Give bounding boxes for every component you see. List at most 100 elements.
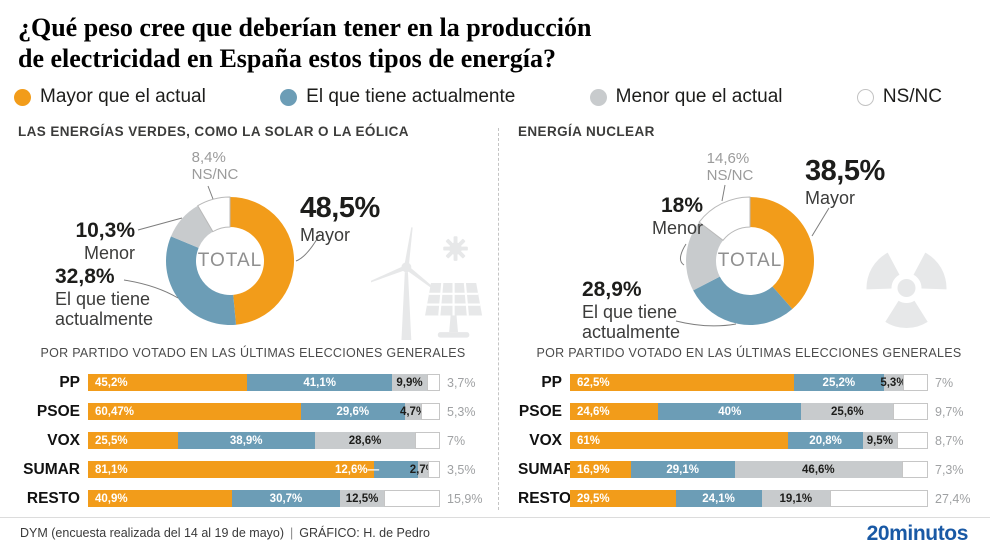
bar-segment-menor: 46,6% bbox=[734, 461, 902, 478]
bars-title-green-energy: POR PARTIDO VOTADO EN LAS ÚLTIMAS ELECCI… bbox=[40, 346, 466, 360]
nsnc-value: 15,9% bbox=[447, 491, 483, 506]
bar-row-sumar: SUMAR 16,9% 29,1% 46,6% 7,3% bbox=[518, 455, 980, 484]
bars-nuclear-energy: PP 62,5% 25,2% 5,3% 7% PSOE 24,6% 40% 25,6% 9,7% V… bbox=[518, 368, 980, 513]
callout-line bbox=[137, 217, 183, 231]
bar-segment-nsnc bbox=[415, 432, 440, 449]
legend-label: NS/NC bbox=[882, 86, 942, 107]
nsnc-value: 3,5% bbox=[447, 462, 476, 477]
segment-value: 12,6%— bbox=[334, 463, 380, 476]
donut-label-value: 48,5% bbox=[300, 192, 380, 224]
footer-separator: | bbox=[290, 526, 294, 540]
segment-value: 9,5% bbox=[866, 434, 893, 447]
stacked-bar: 61% 20,8% 9,5% bbox=[570, 432, 928, 449]
donut-label-text: Menor bbox=[83, 242, 135, 263]
donut-label-nsnc: 14,6% NS/NC bbox=[707, 150, 754, 184]
callout-line bbox=[295, 233, 321, 262]
callout-line bbox=[680, 243, 687, 266]
nsnc-value: 7% bbox=[935, 375, 954, 390]
bar-segment-mayor: 61% bbox=[570, 432, 789, 449]
bar-row-vox: VOX 25,5% 38,9% 28,6% 7% bbox=[18, 426, 488, 455]
segment-value: 40,9% bbox=[95, 492, 128, 505]
donut-label-mayor: 38,5% Mayor bbox=[805, 155, 885, 209]
donut-slice-actual bbox=[693, 276, 793, 325]
bar-segment-menor: 19,1% bbox=[761, 490, 830, 507]
bar-segment-actual: 29,1% bbox=[630, 461, 735, 478]
title-line-1: ¿Qué peso cree que deberían tener en la … bbox=[18, 13, 592, 42]
legend-item-mayor: Mayor que el actual bbox=[14, 86, 206, 108]
segment-value: 38,9% bbox=[229, 434, 263, 447]
donut-label-text: Menor bbox=[651, 217, 703, 238]
panel-nuclear-energy: ENERGÍA NUCLEAR TOTAL 38,5% Mayor 28,9% El qu… bbox=[518, 124, 980, 519]
legend-item-menor: Menor que el actual bbox=[589, 86, 783, 108]
stacked-bar: 45,2% 41,1% 9,9% bbox=[88, 374, 440, 391]
bar-segment-actual: 41,1% bbox=[247, 374, 393, 391]
nsnc-value: 5,3% bbox=[447, 404, 476, 419]
legend-item-actual: El que tiene actualmente bbox=[280, 86, 515, 108]
bar-segment-menor: 4,7% bbox=[400, 403, 426, 420]
bar-row-pp: PP 45,2% 41,1% 9,9% 3,7% bbox=[18, 368, 488, 397]
segment-value: 24,1% bbox=[702, 492, 735, 505]
bar-row-sumar: SUMAR 81,1% 12,6%— 2,7% 3,5% bbox=[18, 455, 488, 484]
donut-slice-mayor bbox=[750, 197, 814, 310]
segment-value: 28,6% bbox=[348, 434, 382, 447]
donut-center-label: TOTAL bbox=[197, 250, 263, 271]
bar-row-resto: RESTO 40,9% 30,7% 12,5% 15,9% bbox=[18, 484, 488, 513]
bar-segment-menor: 9,5% bbox=[862, 432, 897, 449]
bar-segment-menor: 12,5% bbox=[340, 490, 385, 507]
bar-segment-nsnc bbox=[902, 374, 928, 391]
donut-label-text: Mayor bbox=[805, 188, 856, 209]
bar-segment-actual: 25,2% bbox=[793, 374, 884, 391]
party-label: PP bbox=[59, 373, 80, 391]
bar-segment-actual: 38,9% bbox=[177, 432, 315, 449]
donut-label-menor: 18% Menor bbox=[651, 194, 703, 238]
footer: DYM (encuesta realizada del 14 al 19 de … bbox=[0, 517, 990, 556]
donut-label-nsnc: 8,4% NS/NC bbox=[191, 149, 239, 183]
section-title-green-energy: LAS ENERGÍAS VERDES, COMO LA SOLAR O LA … bbox=[18, 124, 409, 139]
party-label: PSOE bbox=[36, 402, 80, 420]
stacked-bar: 16,9% 29,1% 46,6% bbox=[570, 461, 928, 478]
bar-segment-mayor: 60,47% bbox=[88, 403, 301, 420]
source-credit: DYM (encuesta realizada del 14 al 19 de … bbox=[20, 526, 430, 540]
donut-label-text: Mayor bbox=[300, 225, 351, 246]
bar-row-vox: VOX 61% 20,8% 9,5% 8,7% bbox=[518, 426, 980, 455]
party-label: VOX bbox=[47, 431, 80, 449]
legend-item-nsnc: NS/NC bbox=[856, 86, 942, 108]
nsnc-value: 9,7% bbox=[935, 404, 964, 419]
bar-segment-nsnc bbox=[893, 403, 928, 420]
bar-segment-nsnc bbox=[384, 490, 440, 507]
segment-value: 25,5% bbox=[95, 434, 128, 447]
bars-title-nuclear-energy: POR PARTIDO VOTADO EN LAS ÚLTIMAS ELECCI… bbox=[536, 346, 962, 360]
bar-segment-nsnc bbox=[829, 490, 928, 507]
bar-segment-nsnc bbox=[896, 432, 928, 449]
party-label: VOX bbox=[529, 431, 562, 449]
nsnc-value: 7% bbox=[447, 433, 466, 448]
segment-value: 40% bbox=[718, 405, 742, 418]
legend-label: El que tiene actualmente bbox=[306, 86, 516, 107]
section-title-nuclear-energy: ENERGÍA NUCLEAR bbox=[518, 124, 655, 139]
donut-label-menor: 10,3% Menor bbox=[75, 219, 135, 263]
stacked-bar: 60,47% 29,6% 4,7% bbox=[88, 403, 440, 420]
bar-segment-menor: 9,9% bbox=[392, 374, 427, 391]
donut-label-value: 28,9% bbox=[582, 278, 642, 301]
bar-segment-mayor: 40,9% bbox=[88, 490, 232, 507]
stacked-bar: 40,9% 30,7% 12,5% bbox=[88, 490, 440, 507]
bar-segment-nsnc bbox=[901, 461, 928, 478]
segment-value: 25,6% bbox=[831, 405, 864, 418]
nsnc-value: 8,7% bbox=[935, 433, 964, 448]
nsnc-value: 3,7% bbox=[447, 375, 476, 390]
donut-label-mayor: 48,5% Mayor bbox=[300, 192, 380, 246]
bar-segment-mayor: 62,5% bbox=[570, 374, 794, 391]
callout-line bbox=[721, 184, 726, 202]
bar-segment-mayor: 45,2% bbox=[88, 374, 248, 391]
panel-divider bbox=[498, 128, 499, 510]
bar-segment-actual: 29,6% bbox=[300, 403, 405, 420]
panel-green-energy: LAS ENERGÍAS VERDES, COMO LA SOLAR O LA … bbox=[18, 124, 488, 519]
bar-segment-nsnc bbox=[427, 461, 440, 478]
stacked-bar: 62,5% 25,2% 5,3% bbox=[570, 374, 928, 391]
bar-segment-actual: 40% bbox=[658, 403, 802, 420]
bar-segment-mayor: 29,5% bbox=[570, 490, 676, 507]
segment-value: 4,7% bbox=[399, 405, 427, 418]
bar-segment-actual: 30,7% bbox=[231, 490, 341, 507]
donut-label-value: 8,4% bbox=[191, 149, 226, 166]
